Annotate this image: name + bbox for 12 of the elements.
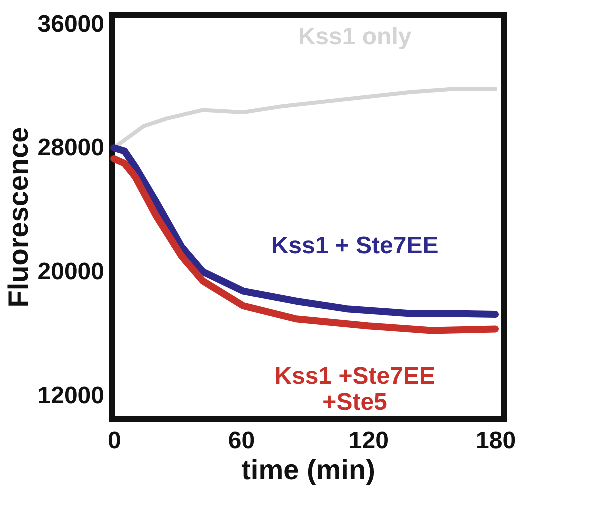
x-tick-label: 60	[228, 428, 256, 454]
x-tick-label: 180	[476, 428, 516, 454]
y-tick-label: 20000	[38, 258, 104, 286]
y-tick-label: 12000	[38, 382, 104, 410]
y-tick-label: 28000	[38, 134, 104, 162]
x-axis-title: time (min)	[242, 454, 376, 486]
series-label: Kss1 + Ste7EE	[271, 232, 439, 260]
series-label: Kss1 +Ste7EE +Ste5	[274, 363, 436, 416]
x-tick-label: 0	[108, 428, 122, 454]
y-axis-title: Fluorescence	[2, 127, 34, 308]
x-tick-label: 120	[348, 428, 389, 454]
y-tick-label: 36000	[38, 10, 104, 38]
